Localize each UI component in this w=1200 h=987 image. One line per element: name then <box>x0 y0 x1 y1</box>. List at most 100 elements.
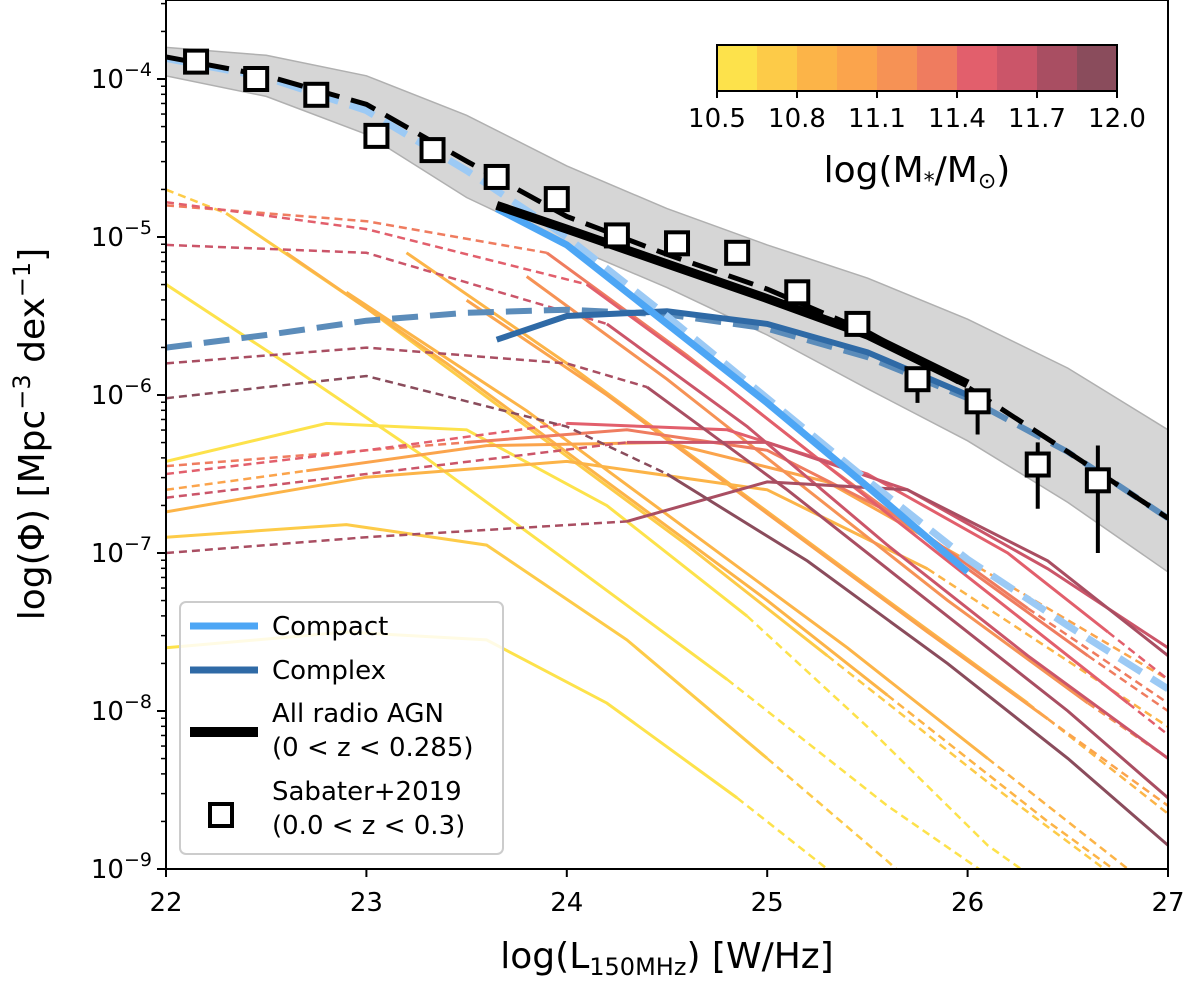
x-axis-label: log(L150MHz) [W/Hz] <box>500 936 833 981</box>
colorbar-swatch-5 <box>917 45 958 91</box>
mass-curve-dashed-4 <box>826 654 1107 869</box>
mass-curve-dashed-13 <box>1087 654 1168 713</box>
mass-curve-dashed-0 <box>746 615 1024 869</box>
mass-curve-dashed-4 <box>166 188 227 215</box>
colorbar-tick-label-10.5: 10.5 <box>688 104 746 134</box>
sabater-point-0 <box>183 48 210 75</box>
mass-curve-11 <box>525 275 1089 705</box>
mass-curve-dashed-14 <box>166 422 567 476</box>
y-tick-label-0: 10−9 <box>91 849 152 885</box>
mass-curve-16 <box>606 322 1168 760</box>
sabater-point-9 <box>724 239 751 266</box>
x-axis-ticks: 22 23 24 25 26 27 <box>149 869 1185 918</box>
series-compact-dashed <box>166 55 1168 692</box>
mass-curve-dashed-1 <box>736 796 830 869</box>
sabater-point-1 <box>243 66 270 92</box>
colorbar-swatch-2 <box>797 45 838 91</box>
colorbar-tick-label-11.7: 11.7 <box>1008 104 1066 134</box>
sabater-point-4 <box>419 137 446 164</box>
band-area <box>166 46 1168 573</box>
mass-curve-19 <box>646 385 1168 800</box>
sabater-point-11 <box>844 310 871 337</box>
sabater-point-5 <box>483 163 510 190</box>
sabater-point-12 <box>904 366 931 393</box>
colorbar-swatch-8 <box>1037 45 1078 91</box>
x-tick-label-27: 27 <box>1151 888 1184 918</box>
mass-curve-dashed-12 <box>1027 607 1168 705</box>
x-tick-label-24: 24 <box>550 888 583 918</box>
sabater-point-2 <box>303 81 330 108</box>
mass-curve-dashed-12 <box>166 441 467 468</box>
mass-curve-dashed-6 <box>986 757 1129 869</box>
legend-all-agn-label: All radio AGN <box>272 699 444 729</box>
colorbar-swatch-1 <box>757 45 798 91</box>
colorbar-label: log(M*/M⊙) <box>824 150 1011 194</box>
colorbar-frame <box>716 44 1118 92</box>
legend-compact-label: Compact <box>272 612 388 642</box>
colorbar-swatch-0 <box>717 45 758 91</box>
colorbar-swatch-9 <box>1077 45 1118 91</box>
y-axis-ticks: 10−9 10−8 10−7 10−6 10−5 10−4 <box>91 2 166 885</box>
mass-curve-dashed-15 <box>166 200 588 286</box>
x-tick-label-26: 26 <box>951 888 984 918</box>
mass-curve-5 <box>285 251 889 697</box>
colorbar-tick-label-11.1: 11.1 <box>848 104 906 134</box>
sabater-point-6 <box>543 186 570 213</box>
sabater-point-3 <box>363 122 390 149</box>
mass-curve-dashed-5 <box>886 694 1116 869</box>
mass-curves <box>166 188 1168 869</box>
mass-curve-15 <box>585 283 1129 705</box>
mass-curve-dashed-9 <box>926 567 1168 728</box>
mass-curve-dashed-2 <box>726 678 982 869</box>
x-tick-label-23: 23 <box>350 888 383 918</box>
mass-curve-18 <box>626 480 1168 657</box>
mass-curve-dashed-10 <box>166 469 307 492</box>
y-tick-label-1: 10−8 <box>91 691 152 727</box>
series-compact-solid <box>495 205 970 575</box>
legend-all-agn-range: (0 < z < 0.285) <box>272 733 474 763</box>
series-complex-solid <box>495 308 969 398</box>
mass-curve-7 <box>405 251 1029 705</box>
mass-curve-dashed-18 <box>166 520 627 555</box>
mass-curve-dashed-15 <box>1127 702 1168 736</box>
legend-sabater-swatch <box>208 802 234 828</box>
y-tick-label-4: 10−5 <box>91 217 152 253</box>
sabater-point-10 <box>784 279 811 306</box>
sabater-point-14 <box>1024 451 1051 478</box>
y-tick-label-3: 10−6 <box>91 375 152 411</box>
sabater-point-15 <box>1084 467 1111 494</box>
colorbar-tick-label-11.4: 11.4 <box>928 104 986 134</box>
plot-frame <box>165 0 1169 870</box>
y-tick-label-2: 10−7 <box>91 533 152 569</box>
colorbar-swatch-6 <box>957 45 998 91</box>
mass-curve-dashed-3 <box>766 757 899 869</box>
sabater-point-8 <box>664 230 691 257</box>
colorbar-swatch-7 <box>997 45 1038 91</box>
series-all-radio-agn-solid <box>495 201 970 388</box>
mass-curve-6 <box>345 291 989 760</box>
uncertainty-band <box>166 46 1168 573</box>
mass-curve-dashed-16 <box>166 243 608 326</box>
legend-box <box>179 601 504 855</box>
legend-sabater-range: (0.0 < z < 0.3) <box>272 811 465 841</box>
mass-curve-dashed-19 <box>166 346 648 389</box>
legend: Compact Complex All radio AGN (0 < z < 0… <box>179 601 504 855</box>
legend-sabater-label: Sabater+2019 <box>272 777 462 807</box>
mass-curve-dashed-17 <box>166 441 628 499</box>
x-tick-label-22: 22 <box>149 888 182 918</box>
y-tick-label-5: 10−4 <box>91 59 152 95</box>
mass-curve-3 <box>166 523 769 760</box>
colorbar-swatch-4 <box>877 45 918 91</box>
colorbar-swatch-3 <box>837 45 878 91</box>
mass-curve-0 <box>166 421 749 618</box>
colorbar-tick-label-10.8: 10.8 <box>768 104 826 134</box>
mass-curve-14 <box>566 421 1109 634</box>
sabater-point-13 <box>964 388 991 415</box>
colorbar-tick-label-12.0: 12.0 <box>1088 104 1146 134</box>
sabater-points <box>183 48 1111 553</box>
mass-curve-dashed-20 <box>166 374 668 476</box>
mass-curve-20 <box>666 472 1168 847</box>
mass-curve-dashed-8 <box>1047 717 1168 807</box>
x-tick-label-25: 25 <box>751 888 784 918</box>
